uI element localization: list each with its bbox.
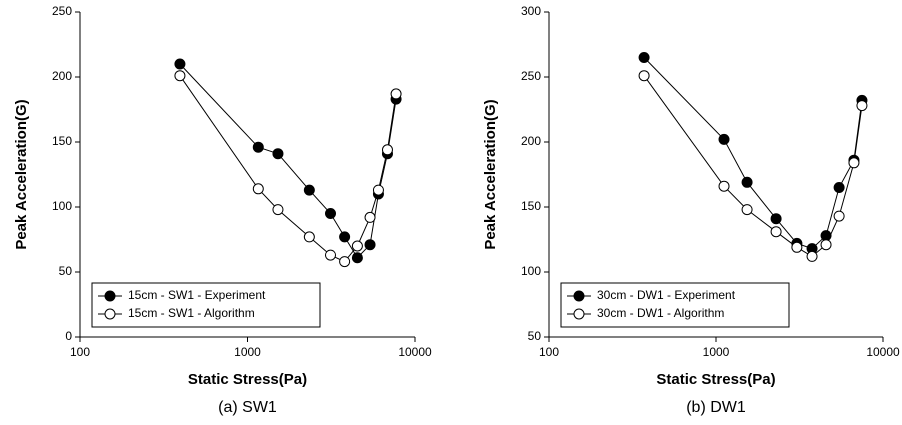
marker [252, 141, 264, 153]
marker [741, 176, 753, 188]
y-axis-label: Peak Acceleration(G) [13, 99, 30, 249]
legend-label: 15cm - SW1 - Algorithm [128, 306, 255, 320]
marker [364, 239, 376, 251]
y-tick-label: 0 [65, 329, 72, 343]
marker [718, 180, 730, 192]
marker [364, 211, 376, 223]
marker [174, 70, 186, 82]
marker [325, 208, 337, 219]
marker [820, 230, 832, 242]
x-axis-label: Static Stress(Pa) [188, 371, 307, 388]
x-axis-label: Static Stress(Pa) [656, 371, 775, 388]
marker [833, 182, 845, 193]
caption: (b) DW1 [686, 399, 746, 416]
y-tick-label: 150 [521, 199, 541, 213]
marker [372, 184, 384, 196]
marker [339, 231, 351, 243]
marker [848, 157, 860, 169]
legend-marker [104, 308, 116, 320]
y-tick-label: 200 [521, 134, 541, 148]
y-tick-label: 50 [59, 264, 73, 278]
y-tick-label: 50 [528, 329, 542, 343]
x-tick-label: 100 [70, 345, 90, 359]
y-tick-label: 150 [52, 134, 72, 148]
x-tick-label: 10000 [866, 345, 900, 359]
x-tick-label: 1000 [703, 345, 730, 359]
chart: 0 50 100 150 200 250 100 1000 10000 Static Stress… [13, 4, 432, 416]
y-tick-label: 300 [521, 4, 541, 18]
y-tick-label: 100 [521, 264, 541, 278]
marker [806, 250, 818, 262]
legend-box [91, 282, 321, 328]
legend-marker [104, 290, 116, 302]
marker [770, 213, 782, 225]
marker [791, 241, 803, 253]
x-tick-label: 100 [539, 345, 559, 359]
marker [351, 240, 363, 252]
marker [741, 204, 753, 216]
x-tick-label: 1000 [234, 345, 261, 359]
legend-marker [573, 308, 585, 320]
series-line [643, 75, 863, 258]
marker [820, 239, 832, 251]
marker [339, 256, 351, 268]
y-tick-label: 250 [521, 69, 541, 83]
marker [303, 231, 315, 243]
legend-marker [573, 290, 585, 302]
legend-label: 30cm - DW1 - Experiment [597, 288, 736, 302]
series-line [179, 75, 397, 263]
legend-label: 15cm - SW1 - Experiment [128, 288, 266, 302]
y-axis-label: Peak Acceleration(G) [482, 99, 499, 249]
chart: 50 100 150 200 250 300 100 1000 10000 Static Stre… [482, 4, 900, 416]
marker [638, 52, 650, 63]
marker [856, 100, 868, 112]
marker [381, 144, 393, 156]
marker [770, 226, 782, 238]
marker [272, 148, 284, 160]
marker [174, 58, 186, 70]
caption: (a) SW1 [218, 399, 277, 416]
marker [351, 252, 363, 264]
series-line [179, 63, 397, 259]
marker [252, 183, 264, 195]
marker [325, 249, 337, 261]
marker [718, 133, 730, 145]
legend-box [560, 282, 790, 328]
marker [272, 204, 284, 216]
legend-label: 30cm - DW1 - Algorithm [597, 306, 724, 320]
marker [638, 70, 650, 82]
marker [303, 184, 315, 196]
series-line [643, 57, 863, 250]
y-tick-label: 100 [52, 199, 72, 213]
y-tick-label: 250 [52, 4, 72, 18]
marker [390, 88, 402, 100]
y-tick-label: 200 [52, 69, 72, 83]
x-tick-label: 10000 [398, 345, 432, 359]
marker [833, 210, 845, 222]
